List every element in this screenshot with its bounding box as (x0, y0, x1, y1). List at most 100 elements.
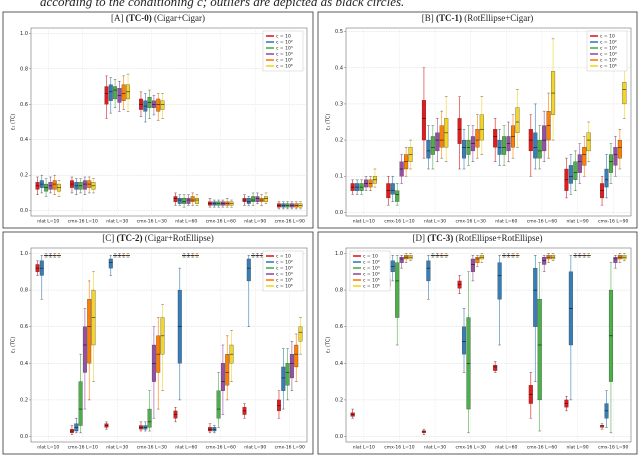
box (285, 363, 290, 386)
panel-code: (TC-0) (126, 13, 152, 23)
y-tick-label: 0.0 (335, 210, 343, 216)
x-tick-label: cmx-16 L=90 (598, 219, 628, 225)
x-tick-label: nlat L=10 (37, 445, 59, 451)
y-tick-label: 0.4 (20, 361, 28, 367)
y-tick-label: 0.6 (20, 324, 28, 330)
legend-label: c = 10⁵ (363, 278, 380, 284)
box (604, 168, 609, 188)
box (622, 82, 627, 105)
x-tick-label: cmx-16 L=60 (527, 445, 557, 451)
x-tick-label: cmx-16 L=10 (384, 445, 414, 451)
x-tick-label: nlat L=60 (495, 219, 517, 225)
box (182, 198, 187, 204)
panel-label: [B] (422, 13, 434, 23)
box (617, 139, 622, 159)
x-tick-label: nlat L=60 (175, 219, 197, 225)
box (461, 326, 467, 355)
box (573, 161, 578, 180)
y-tick-label: 0.0 (20, 208, 28, 214)
box (461, 139, 467, 159)
box (281, 366, 286, 391)
y-tick-label: 0.6 (20, 102, 28, 108)
panel-title: [D] (TC-3) (RotEllipse+RotEllipse) (412, 233, 542, 243)
legend-label: c = 10⁵ (600, 58, 617, 64)
x-tick-label: cmx-16 L=60 (206, 445, 236, 451)
legend-label: c = 10⁴ (276, 272, 293, 278)
legend-label: c = 10² (600, 40, 617, 46)
box (87, 299, 92, 364)
box (542, 125, 547, 152)
box (457, 118, 462, 144)
box (78, 381, 83, 426)
x-tick-label: nlat L=10 (37, 219, 59, 225)
box (613, 147, 618, 166)
panel-frame (2, 231, 314, 455)
x-tick-label: nlat L=30 (106, 219, 128, 225)
box (255, 196, 260, 202)
x-tick-label: nlat L=10 (353, 445, 375, 451)
y-tick-label: 0.8 (20, 66, 28, 72)
panel-code: (TC-1) (436, 13, 462, 23)
x-tick-label: cmx-16 L=60 (527, 219, 557, 225)
legend-label: c = 10² (276, 40, 293, 46)
box (298, 326, 303, 342)
y-axis-label: ε₂ (TC) (11, 337, 17, 353)
x-tick-label: nlat L=10 (353, 219, 375, 225)
panel-frame (317, 231, 638, 455)
box (173, 196, 178, 202)
panel-label: [C] (102, 233, 114, 243)
panel-subtitle: (RotEllipse+RotEllipse) (455, 233, 542, 243)
box (294, 344, 299, 368)
y-tick-label: 0.2 (335, 397, 343, 403)
box (502, 136, 507, 155)
legend-label: c = 10⁵ (276, 278, 293, 284)
box (475, 129, 480, 148)
plot-area (30, 247, 308, 443)
y-tick-label: 0.4 (20, 137, 28, 143)
y-tick-label: 0.8 (20, 288, 28, 294)
y-tick-label: 0.2 (20, 173, 28, 179)
box (108, 84, 113, 101)
legend-label: c = 10⁶ (600, 64, 617, 70)
y-tick-label: 1.0 (20, 31, 28, 37)
y-tick-label: 0.0 (20, 434, 28, 440)
legend-label: c = 10³ (276, 266, 293, 272)
box (216, 390, 221, 419)
legend-box (349, 250, 391, 292)
legend-box (586, 30, 628, 72)
box (493, 129, 498, 148)
box (537, 139, 542, 159)
box (390, 183, 395, 195)
box (586, 132, 591, 152)
legend-label: c = 10⁶ (363, 284, 380, 290)
box (421, 100, 426, 141)
box (577, 154, 582, 173)
x-tick-label: nlat L=60 (175, 445, 197, 451)
box (533, 267, 538, 327)
x-tick-label: cmx-16 L=90 (598, 445, 628, 451)
box (497, 262, 502, 300)
x-tick-label: nlat L=90 (244, 219, 266, 225)
box (421, 430, 426, 433)
box (264, 196, 268, 202)
box (186, 198, 191, 204)
box (439, 125, 444, 148)
legend-box (262, 250, 304, 292)
panel-title: [A] (TC-0) (Cigar+Cigar) (111, 13, 205, 23)
box (104, 86, 109, 105)
box (156, 98, 161, 112)
legend-label: c = 10 (276, 34, 291, 40)
panel-code: (TC-3) (427, 233, 453, 243)
x-tick-label: nlat L=90 (567, 219, 589, 225)
x-tick-label: cmx-16 L=30 (456, 445, 486, 451)
box (582, 147, 587, 166)
panel-code: (TC-2) (116, 233, 142, 243)
x-tick-label: cmx-16 L=30 (137, 219, 167, 225)
x-tick-label: cmx-16 L=90 (275, 219, 305, 225)
box (246, 258, 251, 282)
panel-title: [B] (TC-1) (RotEllipse+Cigar) (422, 13, 534, 23)
x-tick-label: nlat L=30 (424, 219, 446, 225)
panel-subtitle: (Cigar+Cigar) (154, 13, 205, 23)
legend-label: c = 10⁴ (363, 272, 380, 278)
y-tick-label: 0.1 (335, 174, 343, 180)
